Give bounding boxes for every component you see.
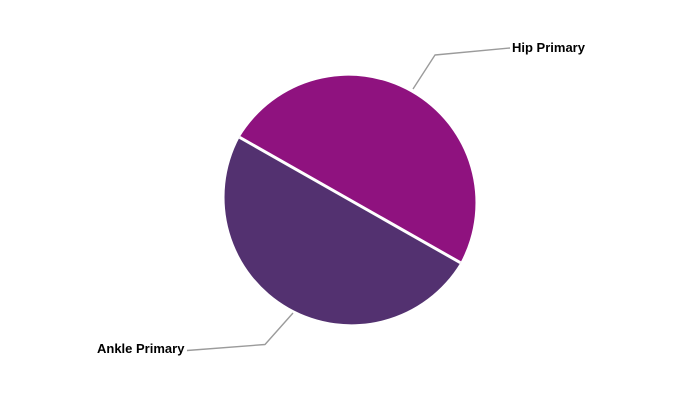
ankle-primary-label: Ankle Primary [97, 341, 185, 356]
hip-primary-leader-line [412, 47, 511, 90]
slice-divider-line [238, 135, 462, 265]
pie-slice-hip-primary[interactable] [239, 75, 476, 263]
ankle-primary-leader-line [186, 312, 294, 352]
pie-slice-ankle-primary[interactable] [224, 137, 461, 325]
hip-primary-label: Hip Primary [512, 40, 586, 55]
